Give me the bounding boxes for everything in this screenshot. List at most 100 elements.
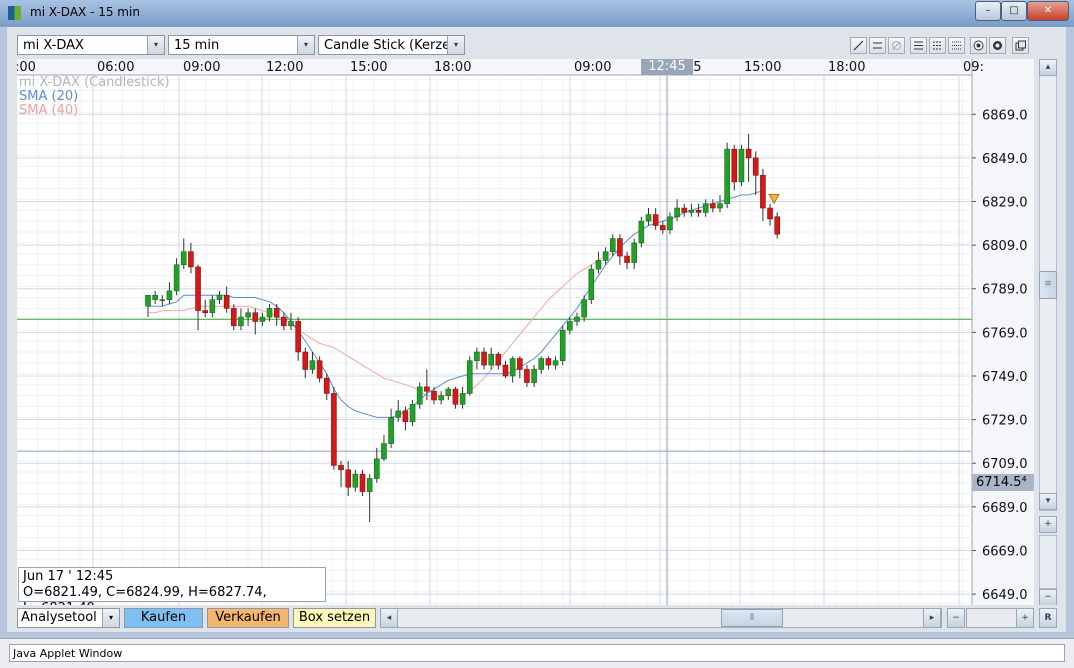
- candle: [402, 406, 409, 431]
- pencil-icon[interactable]: [850, 37, 867, 54]
- radio-icon[interactable]: [970, 37, 987, 54]
- candle: [745, 133, 752, 182]
- minimize-button[interactable]: –: [975, 1, 1001, 21]
- candle-body: [245, 312, 251, 318]
- scroll-left-icon[interactable]: ◂: [380, 608, 398, 628]
- vertical-scroll-thumb[interactable]: ≡: [1039, 271, 1057, 299]
- candle: [152, 290, 158, 305]
- zoom-in-time-button[interactable]: +: [1016, 608, 1034, 628]
- candle: [409, 399, 416, 427]
- candle-body: [488, 353, 495, 366]
- chevron-down-icon[interactable]: ▾: [147, 36, 164, 54]
- erase-icon[interactable]: [888, 37, 905, 54]
- analysetool-select[interactable]: Analysetool ▾: [17, 608, 120, 628]
- candlestick-chart[interactable]: 6869.0 6849.0 6829.0 6809.0 6789.0 6769.0 6749…: [17, 59, 1034, 605]
- candle-body: [674, 207, 680, 218]
- crosshair-price-label: 6714.5⁴: [972, 474, 1034, 491]
- x-tick-label: 15:00: [744, 60, 781, 75]
- interval-value: 15 min: [174, 38, 220, 53]
- chevron-down-icon[interactable]: ▾: [102, 609, 119, 627]
- x-tick-label: 09:: [963, 60, 984, 75]
- maximize-button[interactable]: □: [1001, 1, 1027, 21]
- close-button[interactable]: ✕: [1027, 1, 1069, 21]
- candle-body: [695, 209, 702, 213]
- candle-body: [774, 216, 781, 235]
- candle-body: [516, 358, 523, 370]
- candle-body: [617, 238, 623, 257]
- grid-icon[interactable]: [910, 37, 927, 54]
- candle-body: [481, 351, 487, 366]
- candle-body: [574, 316, 580, 322]
- candle-body: [445, 388, 452, 396]
- candle-body: [752, 157, 759, 176]
- candle: [552, 356, 559, 370]
- time-zoom-track[interactable]: [966, 608, 1019, 628]
- interval-select[interactable]: 15 min ▾: [168, 35, 315, 55]
- candle: [717, 194, 723, 213]
- candle-body: [373, 458, 380, 479]
- scroll-down-icon[interactable]: ▾: [1039, 493, 1057, 510]
- candle-body: [338, 465, 344, 471]
- candle: [731, 144, 738, 191]
- candle: [281, 312, 287, 331]
- candle: [638, 216, 645, 248]
- candle: [502, 360, 509, 379]
- candle: [345, 461, 352, 496]
- candle-body: [595, 260, 602, 270]
- candle: [188, 242, 194, 274]
- detach-icon[interactable]: [1012, 37, 1029, 54]
- candle: [702, 199, 709, 217]
- buy-button[interactable]: Kaufen: [124, 608, 203, 628]
- sell-button[interactable]: Verkaufen: [207, 608, 289, 628]
- candle: [238, 308, 244, 331]
- candle-body: [409, 404, 416, 423]
- candle-body: [631, 242, 638, 263]
- candle-body: [724, 148, 730, 204]
- candle: [195, 264, 201, 331]
- chart-area[interactable]: 6869.0 6849.0 6829.0 6809.0 6789.0 6769.0 6749…: [17, 59, 1034, 616]
- zoom-track[interactable]: [1039, 535, 1057, 589]
- window-title: mi X-DAX - 15 min: [30, 5, 140, 19]
- horizontal-scroll-thumb[interactable]: ⦀: [721, 609, 783, 627]
- candle-body: [424, 386, 430, 392]
- time-axis-background: [17, 59, 972, 75]
- crosshair-time-label: 12:45: [641, 59, 693, 75]
- x-tick-label: 18:00: [828, 60, 865, 75]
- scroll-up-icon[interactable]: ▴: [1039, 59, 1057, 76]
- chevron-down-icon[interactable]: ▾: [297, 36, 314, 54]
- legend-title: mi X-DAX (Candlestick): [19, 75, 170, 90]
- candle: [209, 295, 216, 318]
- candle-body: [538, 358, 545, 370]
- candle-body: [238, 316, 244, 327]
- zoom-in-button[interactable]: +: [1039, 516, 1057, 533]
- chevron-down-icon[interactable]: ▾: [447, 36, 464, 54]
- set-box-button[interactable]: Box setzen: [293, 608, 376, 628]
- circle-icon[interactable]: [989, 37, 1006, 54]
- y-tick-label: 6829.0: [982, 196, 1028, 211]
- zoom-out-button[interactable]: −: [1039, 589, 1057, 606]
- candle-body: [159, 299, 166, 301]
- candle-body: [452, 388, 459, 405]
- candle: [216, 290, 223, 305]
- y-tick-label: 6789.0: [982, 283, 1028, 298]
- candle: [631, 238, 638, 270]
- candle: [245, 308, 251, 326]
- candle-body: [331, 393, 337, 466]
- chart-type-select[interactable]: Candle Stick (Kerze ▾: [318, 35, 465, 55]
- zoom-out-time-button[interactable]: −: [947, 608, 965, 628]
- hlines-icon[interactable]: [869, 37, 886, 54]
- horizontal-scrollbar[interactable]: [380, 608, 942, 628]
- candle-body: [416, 386, 423, 405]
- candle-body: [738, 148, 745, 183]
- grid-lines-icon[interactable]: [948, 37, 965, 54]
- candle-body: [281, 316, 287, 327]
- candle-body: [295, 321, 301, 353]
- scroll-right-icon[interactable]: ▸: [923, 608, 941, 628]
- candle: [674, 199, 680, 222]
- grid-dots-icon[interactable]: [929, 37, 946, 54]
- candle: [602, 247, 609, 265]
- symbol-select[interactable]: mi X-DAX ▾: [17, 35, 165, 55]
- candle: [266, 304, 273, 322]
- reset-button[interactable]: R: [1039, 608, 1057, 628]
- candle: [223, 286, 230, 313]
